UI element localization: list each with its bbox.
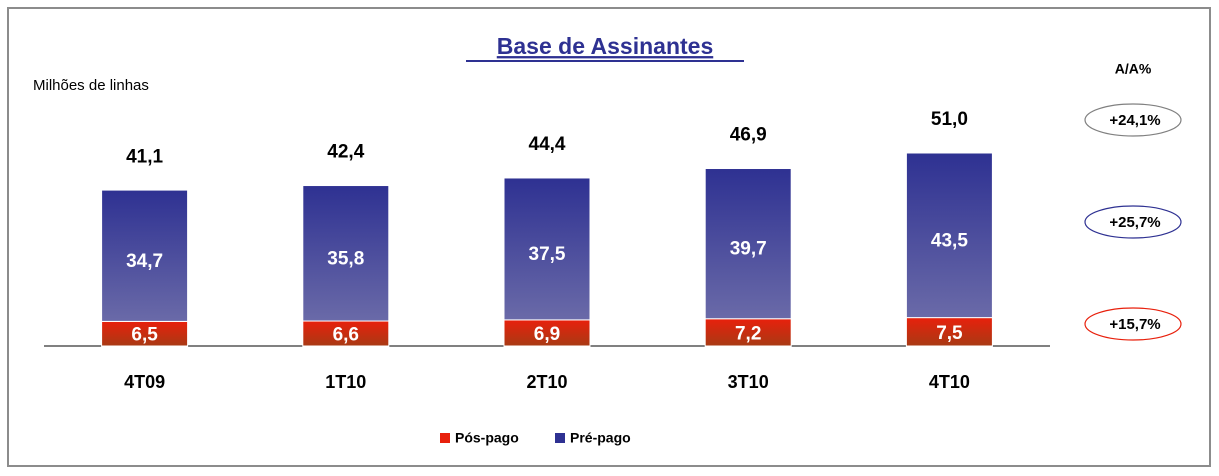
annotation-label: +24,1% — [1109, 112, 1160, 129]
x-tick-label: 4T09 — [124, 372, 165, 392]
annotation-ellipse — [1084, 307, 1182, 341]
annotation-label: +25,7% — [1109, 214, 1160, 231]
bar-segment — [101, 189, 189, 322]
data-label: 7,2 — [735, 323, 761, 344]
legend-label: Pré-pago — [570, 430, 631, 446]
total-label: 51,0 — [931, 109, 968, 130]
bar-segment — [101, 320, 189, 347]
annotation-label: +15,7% — [1109, 316, 1160, 333]
bar-segment — [503, 177, 591, 321]
data-label: 37,5 — [529, 244, 566, 265]
frame — [7, 7, 1211, 467]
total-label: 41,1 — [126, 146, 163, 167]
bar-segment — [302, 185, 390, 322]
total-label: 44,4 — [529, 134, 566, 155]
total-label: 46,9 — [730, 125, 767, 146]
legend-swatch — [555, 433, 565, 443]
annotation-header: A/A% — [1115, 61, 1152, 77]
data-label: 6,6 — [333, 325, 359, 346]
bar-segment — [704, 318, 792, 347]
bar-segment — [704, 168, 792, 320]
data-label: 34,7 — [126, 251, 163, 272]
bar-segment — [905, 317, 993, 347]
data-label: 43,5 — [931, 230, 968, 251]
chart-title: Base de Assinantes — [497, 33, 713, 59]
x-tick-label: 2T10 — [526, 372, 567, 392]
data-label: 6,9 — [534, 324, 560, 345]
subtitle: Milhões de linhas — [33, 77, 149, 94]
annotation-ellipse — [1084, 205, 1182, 239]
data-label: 35,8 — [327, 248, 364, 269]
data-label: 6,5 — [131, 325, 158, 346]
total-label: 42,4 — [327, 142, 364, 163]
legend-label: Pós-pago — [455, 430, 519, 446]
x-tick-label: 1T10 — [325, 372, 366, 392]
data-label: 7,5 — [936, 323, 963, 344]
bar-segment — [302, 320, 390, 347]
x-tick-label: 3T10 — [728, 372, 769, 392]
legend-swatch — [440, 433, 450, 443]
annotation-ellipse — [1084, 103, 1182, 137]
x-tick-label: 4T10 — [929, 372, 970, 392]
bar-segment — [905, 152, 993, 319]
data-label: 39,7 — [730, 239, 767, 260]
